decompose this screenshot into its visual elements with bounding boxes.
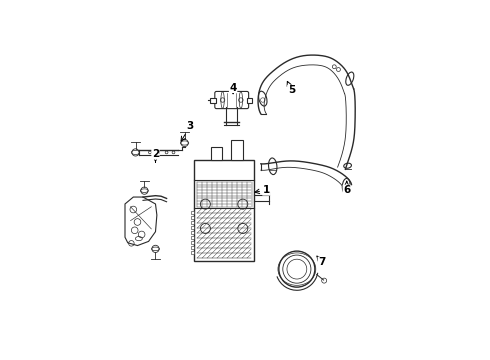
Bar <box>231 140 243 159</box>
Bar <box>191 226 195 229</box>
Text: 7: 7 <box>317 256 325 267</box>
Text: 4: 4 <box>229 82 237 94</box>
Bar <box>191 231 195 234</box>
Bar <box>195 159 254 261</box>
Bar <box>191 211 195 214</box>
Bar <box>191 221 195 224</box>
FancyBboxPatch shape <box>215 91 248 109</box>
Bar <box>191 216 195 219</box>
Text: 5: 5 <box>287 81 295 95</box>
Text: 1: 1 <box>255 185 270 195</box>
Bar <box>191 251 195 254</box>
Bar <box>211 147 221 159</box>
Text: 3: 3 <box>181 121 194 141</box>
Text: 2: 2 <box>152 149 159 162</box>
Bar <box>191 236 195 239</box>
Bar <box>210 98 217 103</box>
Bar <box>191 246 195 249</box>
Bar <box>191 241 195 244</box>
Bar <box>247 98 252 103</box>
Text: 6: 6 <box>343 181 350 195</box>
